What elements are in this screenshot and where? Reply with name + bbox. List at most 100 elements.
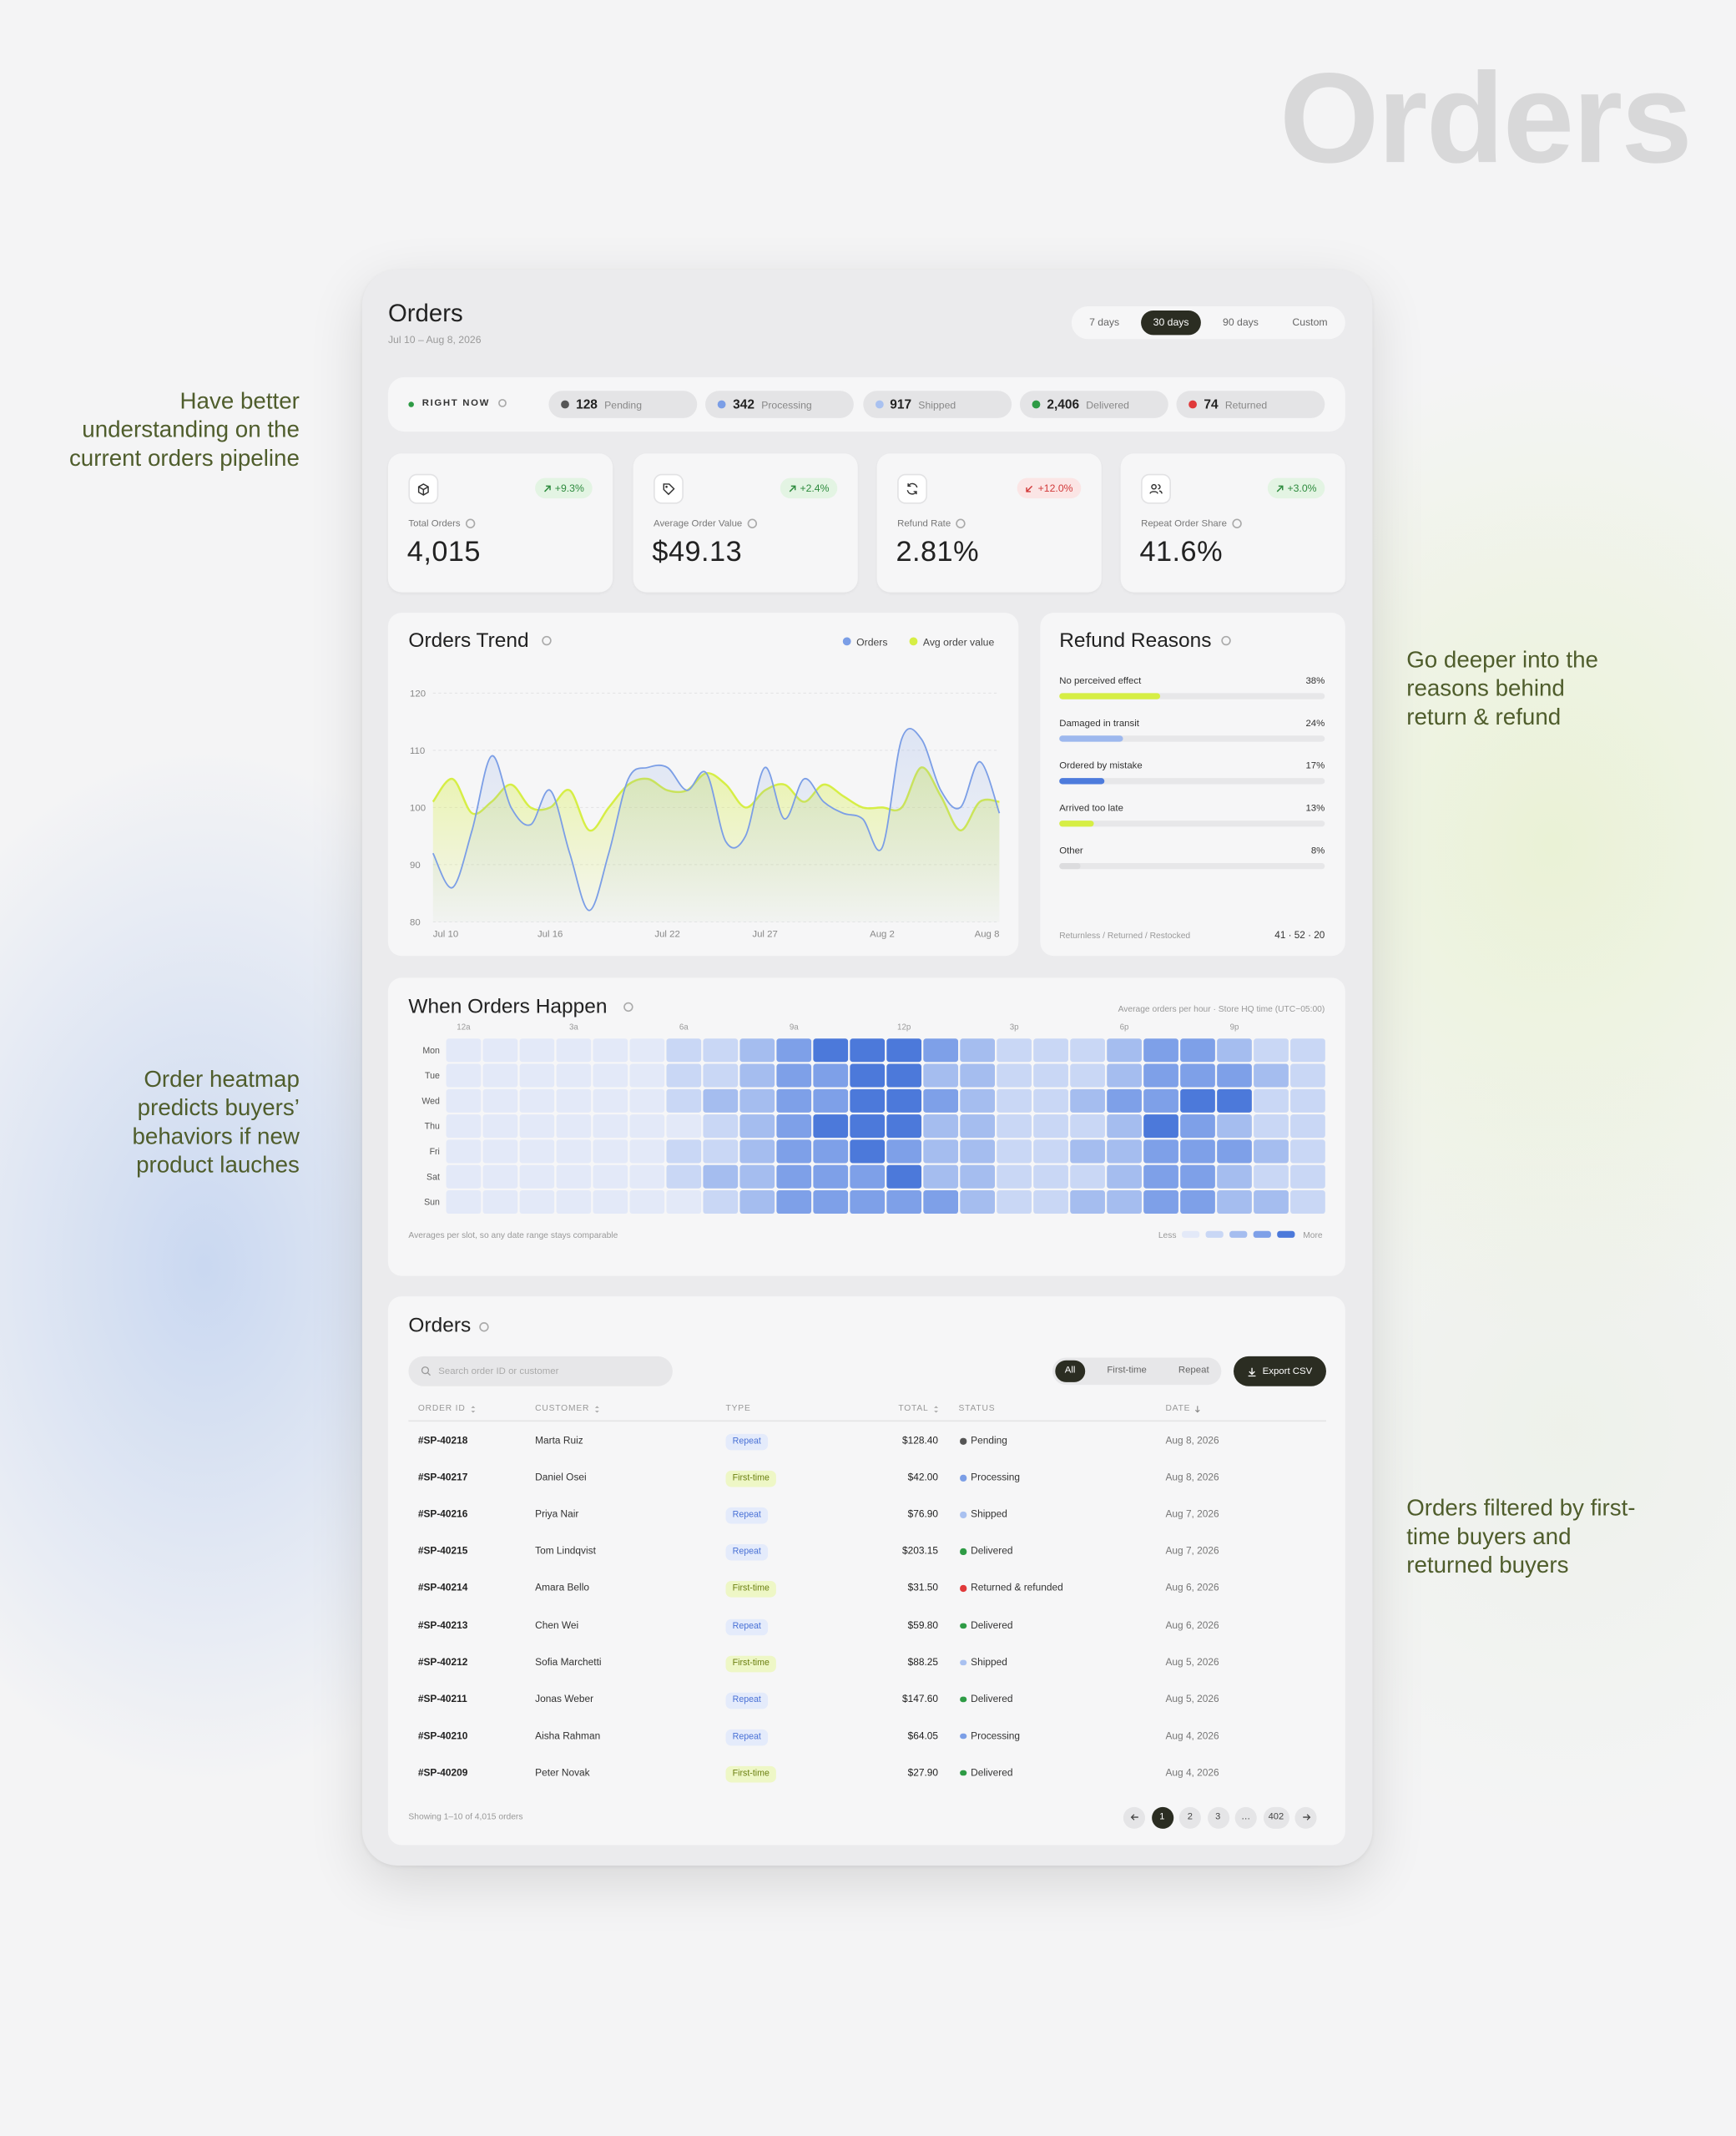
- bar-track: [1059, 821, 1325, 827]
- heat-cell: [593, 1139, 628, 1164]
- chart-title: Orders Trend: [408, 629, 529, 653]
- range-tab[interactable]: 30 days: [1140, 310, 1202, 336]
- heat-cell: [960, 1114, 996, 1139]
- range-tab[interactable]: Custom: [1292, 316, 1328, 329]
- page-button[interactable]: …: [1234, 1806, 1257, 1829]
- type-filter: All First-time Repeat: [1052, 1357, 1222, 1386]
- order-id: #SP-40209: [417, 1765, 468, 1779]
- heat-cell: [482, 1038, 518, 1063]
- pipeline-chip[interactable]: 74 Returned: [1176, 391, 1325, 418]
- heat-cell: [776, 1063, 812, 1088]
- filter-option[interactable]: Repeat: [1178, 1366, 1209, 1376]
- total: $59.80: [907, 1618, 939, 1631]
- heat-cell: [1070, 1088, 1105, 1113]
- customer: Daniel Osei: [535, 1471, 587, 1483]
- arrow-icon: [1302, 1814, 1311, 1820]
- heat-cell: [1180, 1114, 1215, 1139]
- customer: Aisha Rahman: [535, 1729, 601, 1742]
- heat-cell: [519, 1139, 555, 1164]
- kpi-icon: [408, 473, 439, 504]
- info-icon: [542, 635, 552, 646]
- kpi-label-text: Repeat Order Share: [1141, 519, 1227, 529]
- heat-cell: [739, 1088, 775, 1113]
- chart-subtitle: Average orders per hour · Store HQ time …: [1118, 1005, 1325, 1014]
- heat-cell: [593, 1114, 628, 1139]
- stage-name: Returned: [1224, 398, 1268, 411]
- pipeline-chip[interactable]: 2,406 Delivered: [1019, 391, 1168, 418]
- info-icon: [1232, 518, 1242, 528]
- annotation-line: understanding on the: [82, 417, 300, 443]
- status: Delivered: [971, 1765, 1013, 1779]
- order-id: #SP-40216: [417, 1507, 468, 1520]
- value-label: 38%: [1305, 676, 1325, 686]
- customer: Marta Ruiz: [535, 1433, 583, 1447]
- heat-cell: [923, 1063, 959, 1088]
- page-title: Orders: [387, 299, 463, 327]
- order-id: #SP-40211: [417, 1692, 467, 1704]
- heat-cell: [446, 1114, 482, 1139]
- info-icon: [466, 518, 476, 528]
- heat-cell: [629, 1063, 665, 1088]
- heat-cell: [1143, 1139, 1178, 1164]
- heat-cell: [1180, 1139, 1215, 1164]
- filter-option[interactable]: All: [1055, 1360, 1085, 1382]
- annotation-line: Go deeper into the: [1406, 646, 1598, 673]
- refund-card: [1040, 613, 1345, 957]
- heat-cell: [813, 1139, 849, 1164]
- order-id: #SP-40218: [417, 1433, 468, 1447]
- column-header: CUSTOMER: [535, 1404, 600, 1413]
- heat-cell: [1217, 1164, 1252, 1189]
- stage-count: 342: [733, 396, 755, 412]
- value-label: 17%: [1305, 761, 1325, 771]
- heat-cell: [886, 1164, 922, 1189]
- date: Aug 6, 2026: [1165, 1618, 1219, 1631]
- heat-cell: [666, 1088, 702, 1113]
- heat-cell: [1033, 1139, 1068, 1164]
- heat-cell: [739, 1038, 775, 1063]
- status-dot: [960, 1622, 966, 1629]
- heat-cell: [1180, 1088, 1215, 1113]
- legend-swatch: [1277, 1230, 1295, 1238]
- y-tick-label: 90: [410, 861, 421, 871]
- heat-cell: [997, 1139, 1032, 1164]
- total: $31.50: [907, 1581, 939, 1594]
- total: $76.90: [907, 1507, 939, 1520]
- pipeline-chip[interactable]: 128 Pending: [548, 391, 698, 418]
- customer: Amara Bello: [535, 1581, 589, 1594]
- heat-cell: [886, 1139, 922, 1164]
- delta-arrow: [1026, 485, 1033, 492]
- prev-page[interactable]: [1123, 1806, 1145, 1829]
- heat-cell: [1143, 1088, 1178, 1113]
- page-button[interactable]: 2: [1178, 1806, 1201, 1829]
- export-button[interactable]: Export CSV: [1234, 1356, 1326, 1386]
- order-id: #SP-40212: [417, 1655, 468, 1668]
- status: Returned & refunded: [971, 1581, 1063, 1594]
- kpi-label: Total Orders: [408, 518, 476, 531]
- search-box[interactable]: Search order ID or customer: [408, 1356, 673, 1386]
- page-button[interactable]: 402: [1263, 1806, 1289, 1829]
- y-tick-label: 120: [410, 689, 426, 699]
- pipeline-chip[interactable]: 917 Shipped: [862, 391, 1012, 418]
- date: Aug 8, 2026: [1165, 1433, 1219, 1447]
- watermark: Orders: [1279, 46, 1693, 189]
- page-button[interactable]: 1: [1151, 1806, 1173, 1829]
- heat-cell: [519, 1088, 555, 1113]
- heat-cell: [1290, 1139, 1325, 1164]
- heat-cell: [813, 1038, 849, 1063]
- legend-label: Orders: [856, 636, 887, 648]
- x-tick-label: Jul 22: [654, 929, 679, 939]
- next-page[interactable]: [1294, 1806, 1318, 1829]
- pipeline-chip[interactable]: 342 Processing: [705, 391, 855, 418]
- kpi-delta-text: +9.3%: [554, 482, 584, 495]
- heat-cell: [813, 1088, 849, 1113]
- heat-cell: [1107, 1038, 1142, 1063]
- stage-count: 128: [576, 396, 598, 412]
- heat-cell: [1033, 1190, 1068, 1214]
- filter-option[interactable]: First-time: [1107, 1366, 1147, 1376]
- heat-cell: [1217, 1139, 1252, 1164]
- delta-arrow: [1275, 484, 1283, 492]
- range-tab[interactable]: 7 days: [1089, 316, 1120, 329]
- page-button[interactable]: 3: [1207, 1806, 1229, 1829]
- range-tab[interactable]: 90 days: [1223, 316, 1259, 329]
